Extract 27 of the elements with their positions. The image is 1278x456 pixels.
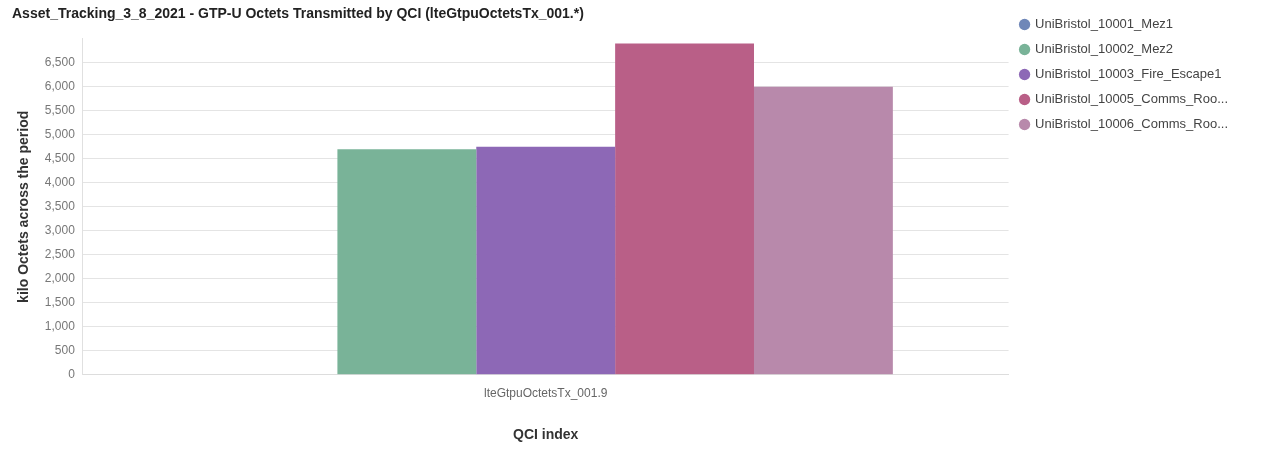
y-tick-label: 5,000 — [44, 127, 76, 142]
bar — [615, 43, 754, 375]
y-tick-label: 2,000 — [44, 271, 76, 286]
x-axis-title: QCI index — [513, 426, 579, 443]
y-tick-label: 500 — [54, 343, 76, 358]
legend-label: UniBristol_10003_Fire_Escape1 — [1035, 66, 1222, 82]
y-axis-title: kilo Octets across the period — [15, 110, 32, 303]
y-tick-label: 1,000 — [44, 319, 76, 334]
y-tick-label: 0 — [68, 367, 76, 382]
legend-label: UniBristol_10006_Comms_Roo... — [1035, 116, 1229, 132]
legend-label: UniBristol_10005_Comms_Roo... — [1035, 91, 1229, 107]
y-tick-label: 4,000 — [44, 175, 76, 190]
y-tick-label: 2,500 — [44, 247, 76, 262]
y-tick-label: 4,500 — [44, 151, 76, 166]
bar — [754, 86, 893, 375]
legend-label: UniBristol_10001_Mez1 — [1035, 16, 1174, 32]
y-tick-label: 3,500 — [44, 199, 76, 214]
chart-title: Asset_Tracking_3_8_2021 - GTP-U Octets Transmitted by QCI (lteGtpuOctetsTx_001.*) — [12, 5, 584, 22]
bar — [476, 146, 616, 375]
bar — [337, 149, 477, 375]
y-tick-label: 1,500 — [44, 295, 76, 310]
y-tick-label: 5,500 — [44, 103, 76, 118]
y-tick-label: 6,500 — [44, 55, 76, 70]
legend-label: UniBristol_10002_Mez2 — [1035, 41, 1174, 57]
x-tick-label: lteGtpuOctetsTx_001.9 — [484, 386, 608, 401]
y-tick-label: 6,000 — [44, 79, 76, 94]
y-tick-label: 3,000 — [44, 223, 76, 238]
